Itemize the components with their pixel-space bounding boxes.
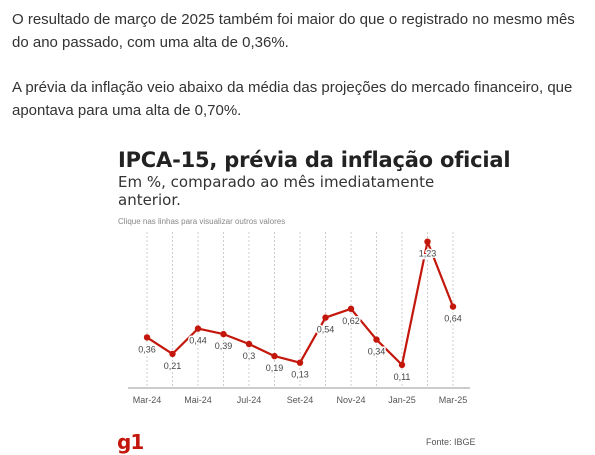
data-point[interactable] [398, 361, 406, 369]
data-labels: 0,36 0,21 0,44 0,39 0,3 0,19 0,13 0,54 0,62 0,34 0… [137, 247, 464, 383]
data-point[interactable] [271, 352, 278, 360]
data-point[interactable] [322, 314, 329, 321]
chart-title: IPCA-15, prévia da inflação oficial [118, 148, 511, 172]
article-paragraph-1: O resultado de março de 2025 também foi … [12, 11, 575, 51]
data-point[interactable] [373, 336, 380, 343]
chart-hint: Clique nas linhas para visualizar outros… [118, 217, 286, 226]
data-label: 0,19 [266, 363, 284, 373]
data-point[interactable] [169, 350, 176, 358]
data-label: 0,34 [368, 347, 386, 357]
x-tick-label: Set-24 [287, 395, 314, 405]
chart-subtitle: Em %, comparado ao mês imediatamente ant… [118, 173, 435, 209]
data-point[interactable] [194, 325, 202, 332]
data-label: 0,3 [243, 351, 256, 361]
article-paragraph-2: A prévia da inflação veio abaixo da médi… [12, 79, 573, 119]
data-point[interactable] [143, 334, 151, 341]
data-label: 0,13 [291, 370, 309, 380]
chart-source: Fonte: IBGE [426, 437, 476, 447]
data-label: 0,39 [215, 341, 233, 351]
data-label: 0,64 [444, 314, 462, 324]
data-point[interactable] [424, 238, 431, 245]
x-tick-labels: Mar-24 Mai-24 Jul-24 Set-24 Nov-24 Jan-25 Mar-… [133, 395, 468, 405]
data-point[interactable] [296, 359, 304, 366]
data-point[interactable] [245, 340, 253, 348]
x-tick-label: Jan-25 [388, 395, 416, 405]
g1-logo: g1 [117, 430, 144, 454]
data-label: 1,23 [419, 249, 437, 259]
x-tick-label: Jul-24 [237, 395, 262, 405]
data-point[interactable] [347, 305, 355, 312]
data-label: 0,11 [394, 372, 411, 382]
data-label: 0,21 [164, 361, 182, 371]
x-tick-label: Nov-24 [336, 395, 365, 405]
x-tick-label: Mar-25 [439, 395, 468, 405]
x-tick-label: Mai-24 [184, 395, 212, 405]
data-label: 0,54 [317, 325, 335, 335]
data-label: 0,62 [342, 316, 360, 326]
data-point[interactable] [220, 330, 227, 338]
data-point[interactable] [449, 303, 457, 310]
data-label: 0,44 [189, 336, 207, 346]
data-label: 0,36 [138, 344, 156, 354]
x-tick-label: Mar-24 [133, 395, 162, 405]
